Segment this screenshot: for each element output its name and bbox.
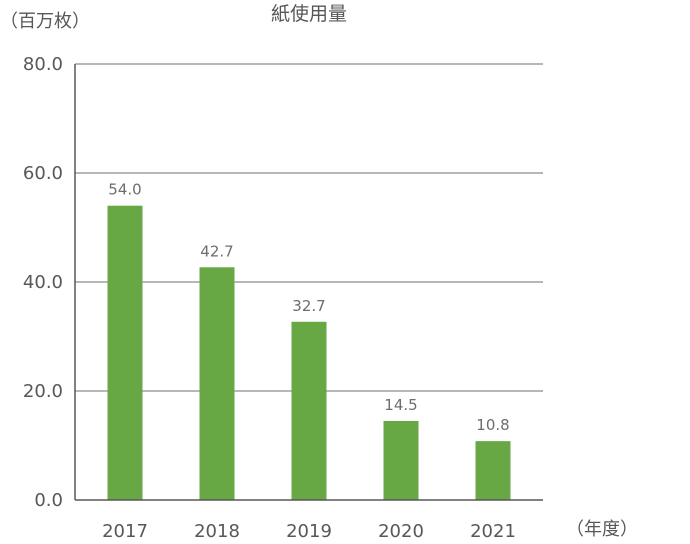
y-tick-label: 80.0 [23,54,63,75]
x-tick-label: 2019 [286,521,332,540]
bar-value-label: 14.5 [384,396,417,414]
chart-title: 紙使用量 [271,3,347,25]
y-tick-label: 40.0 [23,272,63,293]
bar [107,205,143,500]
bars [107,205,511,500]
bar [475,441,511,500]
bar [199,267,235,500]
x-tick-label: 2018 [194,521,240,540]
x-axis-unit-label: （年度） [566,519,638,540]
bar-value-label: 54.0 [108,181,141,199]
x-tick-label: 2021 [470,521,516,540]
y-tick-label: 20.0 [23,381,63,402]
y-tick-label: 0.0 [34,490,63,511]
y-tick-label: 60.0 [23,163,63,184]
bar-value-label: 32.7 [292,297,325,315]
bar-value-label: 42.7 [200,242,233,260]
x-tick-label: 2017 [102,521,148,540]
y-axis-unit-label: （百万枚） [0,11,90,32]
axes [74,64,543,501]
labels: 0.0 20.0 40.0 60.0 80.0 54.0 2017 42.7 2018 32.7 2… [23,54,516,542]
bar [383,420,419,500]
x-tick-label: 2020 [378,521,424,540]
bar [291,321,327,500]
bar-value-label: 10.8 [476,416,509,434]
